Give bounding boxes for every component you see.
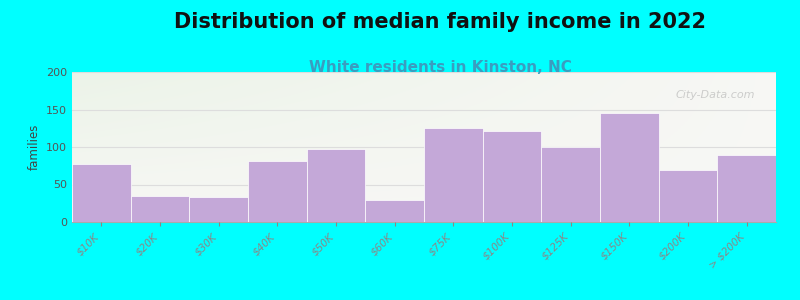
Text: City-Data.com: City-Data.com bbox=[675, 90, 755, 100]
Bar bbox=[658, 169, 718, 222]
Text: Distribution of median family income in 2022: Distribution of median family income in … bbox=[174, 12, 706, 32]
Bar bbox=[306, 149, 366, 222]
Text: White residents in Kinston, NC: White residents in Kinston, NC bbox=[309, 60, 571, 75]
Bar bbox=[190, 197, 248, 222]
Bar bbox=[72, 164, 130, 222]
Bar bbox=[542, 147, 600, 222]
Y-axis label: families: families bbox=[27, 124, 41, 170]
Bar bbox=[600, 113, 658, 222]
Bar bbox=[718, 154, 776, 222]
Bar bbox=[248, 160, 306, 222]
Bar bbox=[482, 130, 542, 222]
Bar bbox=[366, 200, 424, 222]
Bar bbox=[424, 128, 482, 222]
Bar bbox=[130, 196, 190, 222]
